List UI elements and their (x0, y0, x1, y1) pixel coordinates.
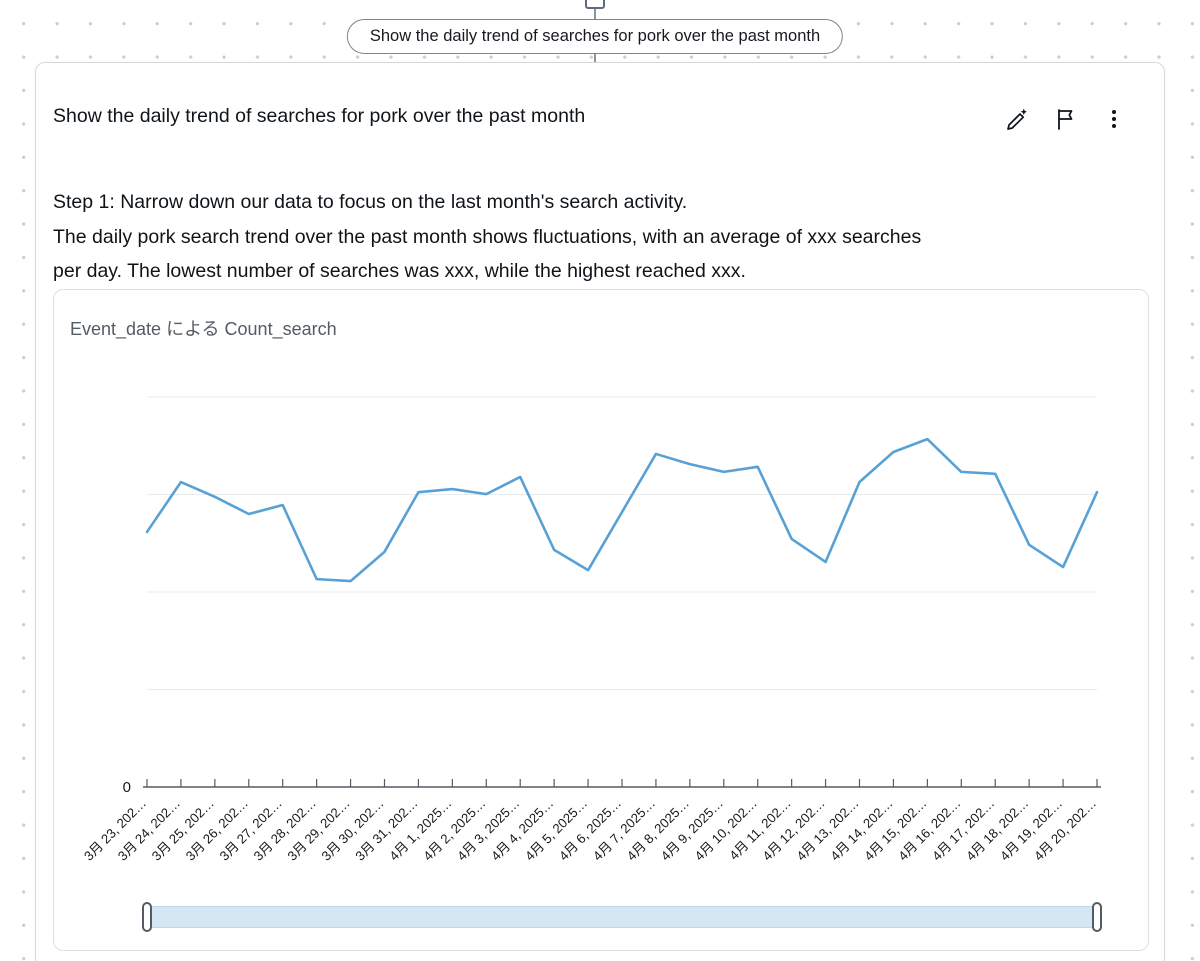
card-title: Show the daily trend of searches for por… (53, 105, 586, 127)
insight-card: Show the daily trend of searches for por… (35, 62, 1165, 961)
edit-button[interactable] (1002, 105, 1030, 133)
slider-handle-left[interactable] (142, 902, 152, 932)
answer-line: Step 1: Narrow down our data to focus on… (53, 191, 688, 213)
connector-handle[interactable] (585, 0, 605, 9)
flag-button[interactable] (1052, 105, 1078, 133)
question-pill[interactable]: Show the daily trend of searches for por… (346, 19, 844, 54)
flag-icon (1054, 107, 1076, 131)
kebab-menu-icon (1102, 107, 1126, 131)
trend-line-chart[interactable]: 3月 23, 202…3月 24, 202…3月 25, 202…3月 26, … (54, 352, 1150, 897)
svg-text:0: 0 (123, 779, 131, 796)
question-pill-label: Show the daily trend of searches for por… (369, 27, 821, 45)
chart-title: Event_date による Count_search (70, 319, 337, 339)
date-range-slider-track[interactable] (147, 906, 1097, 928)
answer-line: The daily pork search trend over the pas… (53, 225, 922, 248)
pencil-sparkle-icon (1004, 107, 1028, 131)
chart-card: Event_date による Count_search 3月 23, 202… 3… (53, 289, 1149, 951)
card-actions (1002, 105, 1128, 133)
answer-line: per day. The lowest number of searches w… (53, 260, 746, 282)
slider-handle-right[interactable] (1092, 902, 1102, 932)
answer-text: Step 1: Narrow down our data to focus on… (53, 185, 1143, 289)
more-options-button[interactable] (1100, 105, 1128, 133)
